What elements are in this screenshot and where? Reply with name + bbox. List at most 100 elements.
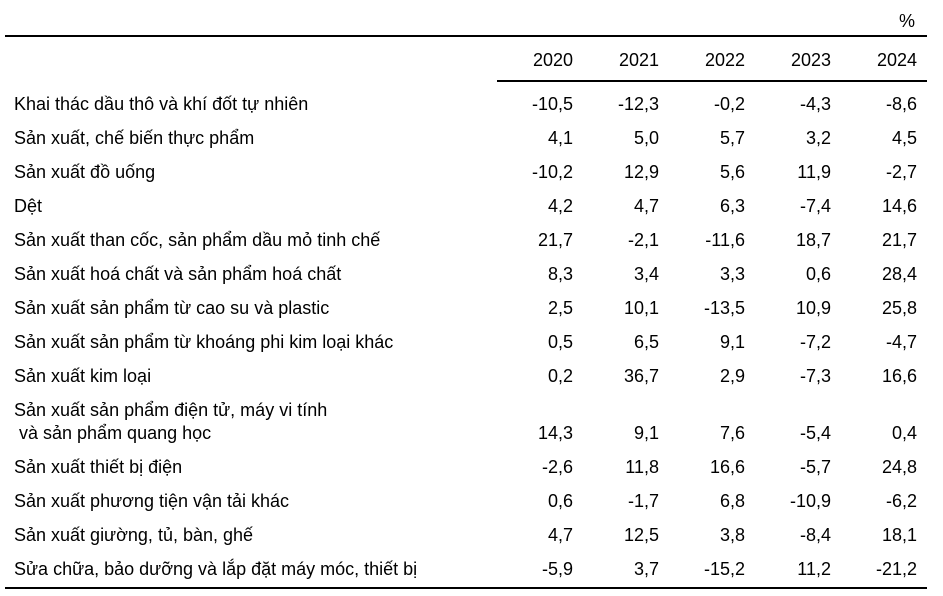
value-cell: -10,5 [531, 94, 573, 114]
value-cell: -13,5 [703, 298, 745, 318]
row-label: Sản xuất đồ uống [14, 162, 156, 182]
year-column-header: 2020 [497, 36, 583, 82]
row-label: Sản xuất, chế biến thực phẩm [14, 128, 255, 148]
year-column-header: 2022 [669, 36, 755, 82]
value-cell: -4,7 [885, 332, 917, 352]
value-cell: -2,7 [885, 162, 917, 182]
value-cell: 5,6 [719, 162, 745, 182]
value-cell: 7,6 [719, 423, 745, 443]
value-cell: 11,9 [797, 162, 831, 182]
value-cell: -6,2 [885, 491, 917, 511]
table-row: Sản xuất sản phẩm từ cao su và plastic 2… [5, 292, 927, 326]
table-row: Sản xuất sản phẩm từ khoáng phi kim loại… [5, 326, 927, 360]
row-label-line1: Sản xuất sản phẩm điện tử, máy vi tính [14, 400, 328, 420]
value-cell: 3,3 [719, 264, 745, 284]
row-label: Sản xuất thiết bị điện [14, 457, 183, 477]
row-label: Sản xuất kim loại [14, 366, 152, 386]
value-cell: 3,7 [633, 559, 659, 579]
value-cell: 5,7 [719, 128, 745, 148]
value-cell: 0,4 [891, 423, 917, 443]
row-label: Sản xuất hoá chất và sản phẩm hoá chất [14, 264, 342, 284]
value-cell: 0,6 [805, 264, 831, 284]
value-cell: 14,3 [537, 423, 573, 443]
value-cell: 4,2 [547, 196, 573, 216]
value-cell: 0,2 [547, 366, 573, 386]
table-row: Sửa chữa, bảo dưỡng và lắp đặt máy móc, … [5, 553, 927, 588]
row-label-line2: và sản phẩm quang học [19, 423, 212, 443]
value-cell: -1,7 [627, 491, 659, 511]
value-cell: 10,1 [623, 298, 659, 318]
value-cell: -15,2 [703, 559, 745, 579]
value-cell: -8,4 [799, 525, 831, 545]
percentage-table: 2020 2021 2022 2023 2024 Khai thác dầu t… [5, 35, 927, 589]
value-cell: 16,6 [709, 457, 745, 477]
value-cell: 0,6 [547, 491, 573, 511]
value-cell: -0,2 [713, 94, 745, 114]
value-cell: 9,1 [633, 423, 659, 443]
value-cell: 8,3 [547, 264, 573, 284]
table-row: Sản xuất sản phẩm điện tử, máy vi tính v… [5, 394, 927, 451]
value-cell: -5,9 [541, 559, 573, 579]
value-cell: -4,3 [799, 94, 831, 114]
row-label: Sản xuất giường, tủ, bàn, ghế [14, 525, 254, 545]
value-cell: 11,8 [625, 457, 659, 477]
row-label: Khai thác dầu thô và khí đốt tự nhiên [14, 94, 309, 114]
row-label: Sản xuất phương tiện vận tải khác [14, 491, 290, 511]
value-cell: 5,0 [633, 128, 659, 148]
value-cell: 24,8 [881, 457, 917, 477]
value-cell: 18,1 [881, 525, 917, 545]
value-cell: 4,7 [547, 525, 573, 545]
value-cell: 2,9 [719, 366, 745, 386]
value-cell: 28,4 [881, 264, 917, 284]
value-cell: -8,6 [885, 94, 917, 114]
value-cell: -10,2 [531, 162, 573, 182]
value-cell: -7,3 [799, 366, 831, 386]
table-row: Sản xuất phương tiện vận tải khác 0,6 -1… [5, 485, 927, 519]
value-cell: 4,1 [547, 128, 573, 148]
year-column-header: 2024 [841, 36, 927, 82]
row-label: Sản xuất sản phẩm từ cao su và plastic [14, 298, 330, 318]
value-cell: 16,6 [881, 366, 917, 386]
value-cell: 21,7 [537, 230, 573, 250]
table-row: Sản xuất kim loại 0,2 36,7 2,9 -7,3 16,6 [5, 360, 927, 394]
value-cell: -5,4 [799, 423, 831, 443]
table-row: Sản xuất thiết bị điện -2,6 11,8 16,6 -5… [5, 451, 927, 485]
value-cell: 2,5 [547, 298, 573, 318]
value-cell: 3,4 [633, 264, 659, 284]
value-cell: 4,5 [891, 128, 917, 148]
row-label: Sửa chữa, bảo dưỡng và lắp đặt máy móc, … [14, 559, 418, 579]
table-row: Sản xuất, chế biến thực phẩm 4,1 5,0 5,7… [5, 122, 927, 156]
table-row: Dệt 4,2 4,7 6,3 -7,4 14,6 [5, 190, 927, 224]
table-row: Khai thác dầu thô và khí đốt tự nhiên -1… [5, 81, 927, 122]
value-cell: 12,5 [623, 525, 659, 545]
value-cell: 21,7 [881, 230, 917, 250]
year-column-header: 2021 [583, 36, 669, 82]
value-cell: -10,9 [789, 491, 831, 511]
value-cell: 6,8 [719, 491, 745, 511]
table-row: Sản xuất giường, tủ, bàn, ghế 4,7 12,5 3… [5, 519, 927, 553]
value-cell: -2,6 [541, 457, 573, 477]
value-cell: 6,3 [719, 196, 745, 216]
table-row: Sản xuất than cốc, sản phẩm dầu mỏ tinh … [5, 224, 927, 258]
value-cell: -7,2 [799, 332, 831, 352]
value-cell: -12,3 [617, 94, 659, 114]
value-cell: 6,5 [633, 332, 659, 352]
table-row: Sản xuất đồ uống -10,2 12,9 5,6 11,9 -2,… [5, 156, 927, 190]
row-label: Sản xuất sản phẩm từ khoáng phi kim loại… [14, 332, 394, 352]
row-label: Sản xuất than cốc, sản phẩm dầu mỏ tinh … [14, 230, 381, 250]
unit-label: % [898, 11, 915, 31]
value-cell: 12,9 [623, 162, 659, 182]
value-cell: 3,8 [719, 525, 745, 545]
value-cell: 3,2 [805, 128, 831, 148]
table-row: Sản xuất hoá chất và sản phẩm hoá chất 8… [5, 258, 927, 292]
value-cell: 18,7 [795, 230, 831, 250]
table-header-row: 2020 2021 2022 2023 2024 [5, 36, 927, 82]
value-cell: 4,7 [633, 196, 659, 216]
value-cell: 10,9 [795, 298, 831, 318]
value-cell: 14,6 [881, 196, 917, 216]
value-cell: 9,1 [719, 332, 745, 352]
value-cell: -2,1 [627, 230, 659, 250]
value-cell: 36,7 [623, 366, 659, 386]
value-cell: 25,8 [881, 298, 917, 318]
